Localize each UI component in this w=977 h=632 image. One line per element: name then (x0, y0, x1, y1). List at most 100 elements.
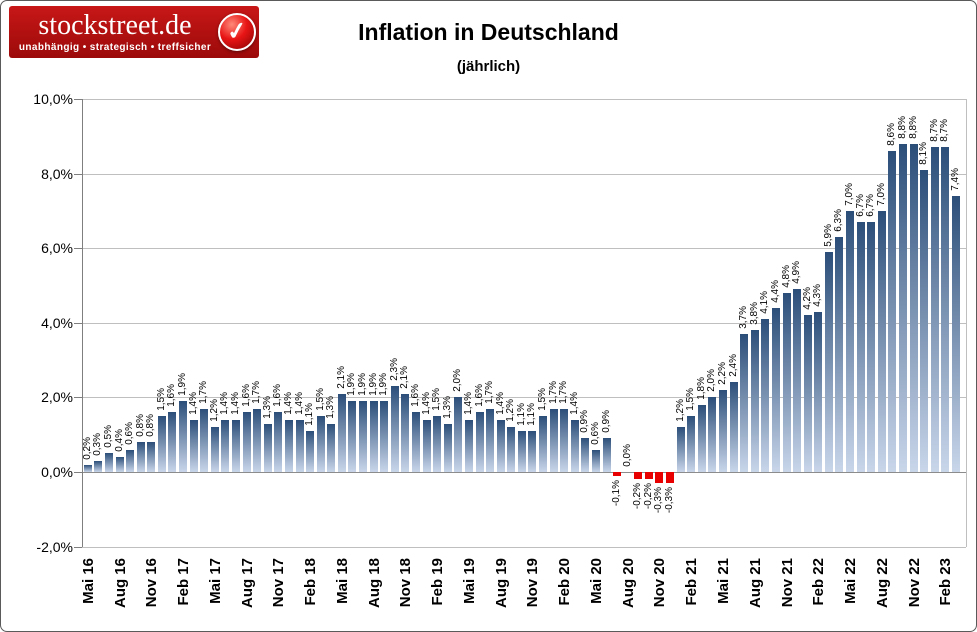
inflation-bar (200, 409, 208, 472)
bar-value-label: 0,8% (145, 414, 156, 437)
bar-value-label: 2,4% (728, 354, 739, 377)
inflation-bar (232, 420, 240, 472)
bar-value-label: 7,4% (950, 168, 961, 191)
x-axis-label: Aug 18 (366, 558, 383, 609)
inflation-bar (168, 412, 176, 472)
y-axis-label: -2,0% (36, 539, 73, 555)
inflation-bar (444, 424, 452, 472)
checkmark-icon: ✓ (218, 13, 256, 51)
inflation-bar (296, 420, 304, 472)
inflation-bar (910, 144, 918, 472)
bar-value-label: 1,3% (442, 396, 453, 419)
inflation-bar (772, 308, 780, 472)
inflation-bar-negative (666, 472, 674, 483)
x-axis-label: Mai 19 (461, 558, 478, 604)
inflation-bar (846, 211, 854, 472)
inflation-bar (497, 420, 505, 472)
inflation-bar-negative (613, 472, 621, 476)
inflation-bar (677, 427, 685, 472)
y-axis-tick (74, 547, 82, 548)
x-axis-label: Mai 20 (588, 558, 605, 604)
inflation-bar (878, 211, 886, 472)
inflation-bar (359, 401, 367, 472)
y-axis-line (82, 99, 83, 547)
inflation-bar (211, 427, 219, 472)
x-axis-label: Mai 21 (715, 558, 732, 604)
inflation-bar (243, 412, 251, 472)
x-axis-label: Aug 22 (874, 558, 891, 609)
inflation-bar (179, 401, 187, 472)
x-axis-label: Aug 19 (493, 558, 510, 609)
x-axis-label: Nov 19 (524, 558, 541, 608)
inflation-bar (327, 424, 335, 472)
bar-value-label: 7,0% (876, 183, 887, 206)
bar-value-label: 4,9% (791, 261, 802, 284)
x-axis-label: Mai 22 (842, 558, 859, 604)
x-axis-label: Nov 17 (270, 558, 287, 608)
bar-value-label: 0,9% (601, 410, 612, 433)
inflation-bar (338, 394, 346, 472)
x-axis-label: Feb 20 (556, 558, 573, 606)
inflation-bar (274, 412, 282, 472)
x-axis-label: Feb 17 (175, 558, 192, 606)
bar-value-label: 1,3% (325, 396, 336, 419)
bar-value-label: 8,7% (939, 119, 950, 142)
gridline (82, 397, 966, 398)
y-axis-tick (74, 323, 82, 324)
x-axis-label: Aug 16 (112, 558, 129, 609)
plot-right-border (966, 99, 967, 547)
x-axis-label: Mai 18 (334, 558, 351, 604)
x-axis-label: Feb 18 (302, 558, 319, 606)
x-axis-label: Feb 23 (937, 558, 954, 606)
x-axis-label: Aug 17 (239, 558, 256, 609)
inflation-bar (94, 461, 102, 472)
inflation-bar (476, 412, 484, 472)
y-axis-label: 2,0% (41, 389, 73, 405)
inflation-bar (391, 386, 399, 472)
inflation-bar (804, 315, 812, 472)
x-axis-label: Feb 19 (429, 558, 446, 606)
inflation-bar (888, 151, 896, 472)
x-axis-label: Nov 20 (651, 558, 668, 608)
inflation-bar (518, 431, 526, 472)
inflation-bar (698, 405, 706, 472)
stockstreet-logo: stockstreet.de unabhängig • strategisch … (9, 6, 259, 58)
logo-text: stockstreet.de unabhängig • strategisch … (9, 11, 221, 54)
inflation-bar (783, 293, 791, 472)
x-axis-label: Nov 21 (779, 558, 796, 608)
y-axis-tick (74, 174, 82, 175)
inflation-bar-negative (645, 472, 653, 479)
y-axis-label: 6,0% (41, 240, 73, 256)
inflation-bar (306, 431, 314, 472)
inflation-bar (285, 420, 293, 472)
bar-value-label: 2,0% (452, 369, 463, 392)
gridline (82, 174, 966, 175)
bar-value-label: 6,3% (833, 209, 844, 232)
y-axis-label: 10,0% (33, 91, 73, 107)
inflation-bar (708, 397, 716, 472)
x-axis-label: Nov 22 (906, 558, 923, 608)
inflation-bar (571, 420, 579, 472)
inflation-bar (454, 397, 462, 472)
y-axis-tick (74, 248, 82, 249)
inflation-bar (899, 144, 907, 472)
bar-value-label: 8,8% (908, 116, 919, 139)
inflation-bar (264, 424, 272, 472)
y-axis-label: 0,0% (41, 464, 73, 480)
inflation-bar (730, 382, 738, 472)
inflation-bar (137, 442, 145, 472)
inflation-bar (401, 394, 409, 472)
inflation-bar (433, 416, 441, 472)
inflation-bar (158, 416, 166, 472)
x-axis-label: Nov 16 (143, 558, 160, 608)
inflation-bar (317, 416, 325, 472)
bar-value-label: 0,0% (622, 444, 633, 467)
inflation-bar (253, 409, 261, 472)
inflation-bar (507, 427, 515, 472)
inflation-bar (761, 319, 769, 472)
inflation-bar (380, 401, 388, 472)
inflation-bar (592, 450, 600, 472)
inflation-bar (126, 450, 134, 472)
y-axis-tick (74, 99, 82, 100)
